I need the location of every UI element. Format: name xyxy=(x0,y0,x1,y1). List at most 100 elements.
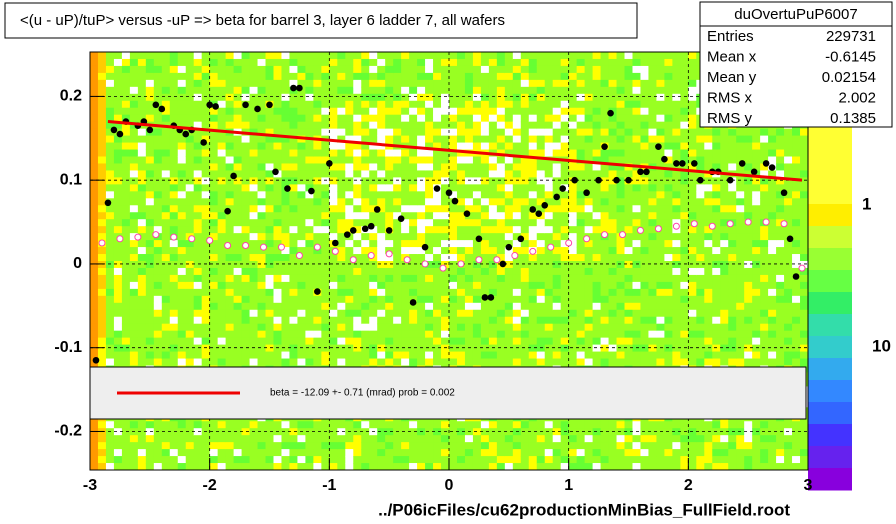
heatmap-cell xyxy=(105,442,115,450)
heatmap-cell xyxy=(632,128,641,137)
heatmap-cell xyxy=(105,121,115,130)
heatmap-cell xyxy=(672,267,681,276)
heatmap-cell xyxy=(552,135,562,144)
heatmap-cell xyxy=(257,274,267,283)
heatmap-cell xyxy=(193,247,203,255)
heatmap-cell xyxy=(193,435,203,443)
heatmap-cell xyxy=(680,261,689,269)
heatmap-cell xyxy=(169,247,179,255)
heatmap-cell xyxy=(656,198,665,206)
heatmap-cell xyxy=(337,163,346,171)
heatmap-cell xyxy=(504,247,514,255)
heatmap-cell xyxy=(544,463,554,471)
heatmap-cell xyxy=(90,135,99,144)
heatmap-cell xyxy=(632,79,641,88)
heatmap-cell xyxy=(544,449,554,457)
heatmap-cell xyxy=(520,93,530,102)
heatmap-cell xyxy=(177,72,187,81)
heatmap-cell xyxy=(121,247,131,255)
heatmap-cell xyxy=(265,114,274,123)
heatmap-cell xyxy=(297,233,306,241)
heatmap-cell xyxy=(752,156,761,164)
heatmap-cell xyxy=(193,344,203,353)
heatmap-cell xyxy=(720,330,729,339)
heatmap-cell xyxy=(496,65,506,74)
heatmap-cell xyxy=(257,191,267,199)
heatmap-cell xyxy=(345,247,354,255)
heatmap-cell xyxy=(536,233,546,241)
heatmap-cell xyxy=(433,100,442,109)
heatmap-cell xyxy=(449,52,458,60)
heatmap-cell xyxy=(632,344,641,353)
heatmap-cell xyxy=(249,254,259,262)
heatmap-cell xyxy=(225,358,235,366)
heatmap-cell xyxy=(480,226,490,234)
heatmap-cell xyxy=(233,170,243,178)
heatmap-cell xyxy=(345,142,354,151)
heatmap-cell xyxy=(640,142,649,151)
heatmap-cell xyxy=(712,351,721,360)
heatmap-cell xyxy=(305,351,314,360)
heatmap-cell xyxy=(584,72,594,81)
heatmap-cell xyxy=(552,86,562,95)
heatmap-cell xyxy=(177,135,187,144)
heatmap-cell xyxy=(472,344,482,353)
heatmap-cell xyxy=(129,267,139,276)
heatmap-cell xyxy=(449,163,458,171)
heatmap-cell xyxy=(297,309,306,318)
heatmap-cell xyxy=(417,316,426,325)
heatmap-cell xyxy=(409,156,418,164)
heatmap-cell xyxy=(145,295,155,304)
heatmap-cell xyxy=(472,247,482,255)
heatmap-cell xyxy=(137,226,147,234)
heatmap-cell xyxy=(169,212,179,220)
heatmap-cell xyxy=(113,323,123,332)
heatmap-cell xyxy=(544,351,554,360)
heatmap-cell xyxy=(161,288,171,297)
heatmap-cell xyxy=(369,302,378,311)
heatmap-cell xyxy=(193,93,203,102)
heatmap-cell xyxy=(520,247,530,255)
heatmap-cell xyxy=(305,205,314,213)
heatmap-cell xyxy=(552,442,562,450)
heatmap-cell xyxy=(113,79,123,88)
heatmap-cell xyxy=(528,135,538,144)
heatmap-cell xyxy=(409,337,418,346)
heatmap-cell xyxy=(273,79,282,88)
heatmap-cell xyxy=(688,205,697,213)
heatmap-cell xyxy=(273,358,282,366)
heatmap-cell xyxy=(728,421,737,429)
heatmap-cell xyxy=(417,442,426,450)
heatmap-cell xyxy=(297,107,306,116)
heatmap-cell xyxy=(456,163,466,171)
heatmap-cell xyxy=(417,170,426,178)
heatmap-cell xyxy=(504,198,514,206)
heatmap-cell xyxy=(744,337,753,346)
heatmap-cell xyxy=(225,121,235,130)
heatmap-cell xyxy=(536,281,546,290)
heatmap-cell xyxy=(552,240,562,248)
heatmap-cell xyxy=(257,184,267,192)
heatmap-cell xyxy=(369,128,378,137)
heatmap-cell xyxy=(161,267,171,276)
heatmap-cell xyxy=(576,149,586,157)
heatmap-cell xyxy=(185,170,195,178)
heatmap-cell xyxy=(688,449,697,457)
heatmap-cell xyxy=(305,52,314,60)
heatmap-cell xyxy=(560,114,570,123)
heatmap-cell xyxy=(329,316,338,325)
heatmap-cell xyxy=(129,302,139,311)
heatmap-cell xyxy=(656,281,665,290)
heatmap-cell xyxy=(209,72,219,81)
heatmap-cell xyxy=(97,65,107,74)
heatmap-cell xyxy=(289,261,298,269)
heatmap-cell xyxy=(464,198,474,206)
heatmap-cell xyxy=(640,191,649,199)
heatmap-cell xyxy=(640,261,649,269)
heatmap-cell xyxy=(193,421,203,429)
heatmap-cell xyxy=(281,463,290,471)
heatmap-cell xyxy=(536,191,546,199)
heatmap-cell xyxy=(576,212,586,220)
heatmap-cell xyxy=(369,421,378,429)
heatmap-cell xyxy=(449,330,458,339)
